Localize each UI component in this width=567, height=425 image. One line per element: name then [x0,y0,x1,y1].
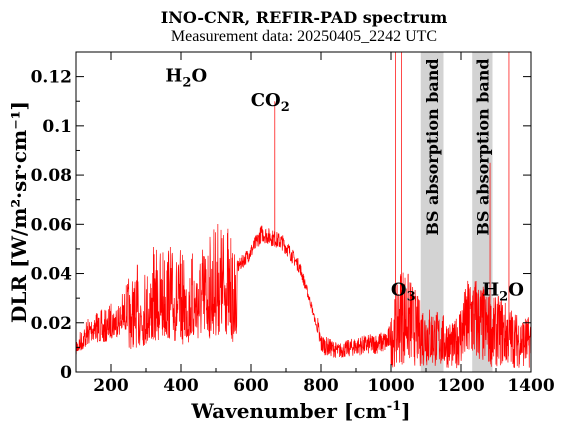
x-tick-label: 1200 [437,376,484,396]
axis-ticks: 200 400 600 800 1000 1200 1400 0 0.02 0.04 0.06 0.0… [31,52,555,396]
x-axis-label-sup: -1 [387,399,401,414]
gas-annotation: CO2 [251,90,290,115]
x-axis-label-main: Wavenumber [cm [190,399,386,423]
y-axis-label: DLR [W/m²·sr·cm⁻¹] [7,101,31,323]
annotations: H2O CO2 O3 H2O [165,66,524,305]
y-tick-label: 0.08 [31,166,72,186]
absorption-band-1 [420,52,444,372]
gas-annotation: H2O [165,66,207,91]
spectrum-line [76,52,531,369]
plot-frame [75,51,532,373]
x-tick-label: 1400 [507,376,554,396]
y-tick-label: 0.04 [31,265,73,285]
y-tick-label: 0 [60,363,72,383]
x-tick-label: 600 [233,376,269,396]
chart-title: INO-CNR, REFIR-PAD spectrum [161,8,448,27]
x-tick-label: 1000 [367,376,414,396]
x-axis-label: Wavenumber [cm-1] [190,399,410,423]
x-tick-label: 400 [163,376,199,396]
gas-annotation: O3 [391,280,416,305]
gas-annotation: H2O [482,280,524,305]
y-tick-label: 0.12 [31,68,72,88]
spectrum-trace [76,52,531,369]
absorption-band-label-1: BS absorption band [423,58,442,235]
x-tick-label: 200 [93,376,129,396]
absorption-band-label-2: BS absorption band [473,58,492,235]
chart-subtitle: Measurement data: 20250405_2242 UTC [171,28,437,45]
x-tick-label: 800 [303,376,339,396]
absorption-band-2 [472,52,493,372]
y-tick-label: 0.06 [31,215,72,235]
x-axis-label-tail: ] [401,399,410,423]
y-tick-label: 0.1 [42,117,72,137]
y-tick-label: 0.02 [31,314,72,334]
absorption-bands: BS absorption band BS absorption band [420,52,493,372]
